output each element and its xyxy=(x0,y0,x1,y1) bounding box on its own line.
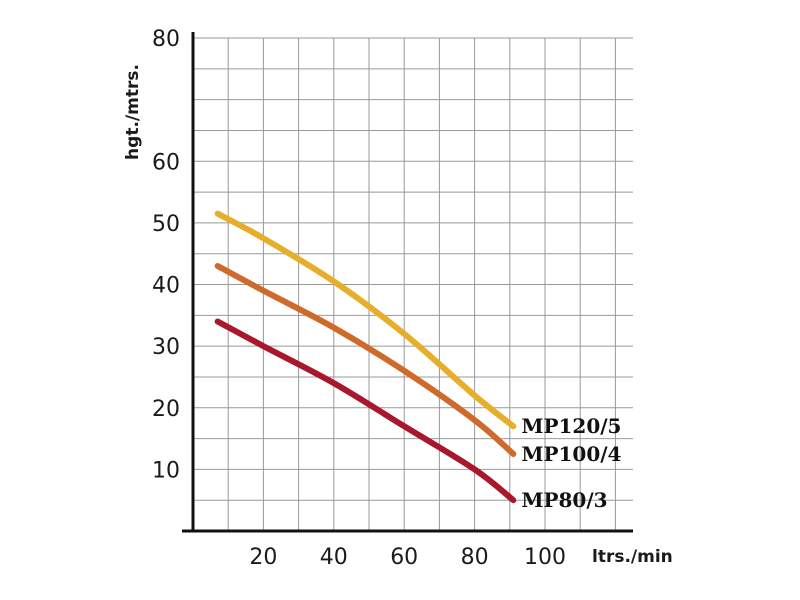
series-labels: MP120/5 MP100/4 MP80/3 xyxy=(521,414,621,512)
y-tick-label: 20 xyxy=(152,397,180,422)
curve-mp120-5 xyxy=(214,210,517,430)
x-axis-title: ltrs./min xyxy=(592,547,673,567)
y-axis-title: hgt./mtrs. xyxy=(123,64,143,160)
y-axis-ticks: 10 20 30 40 50 60 80 xyxy=(152,27,180,483)
x-tick-label: 20 xyxy=(249,545,277,570)
x-tick-label: 100 xyxy=(524,545,566,570)
series-label: MP120/5 xyxy=(521,414,621,438)
y-tick-label: 40 xyxy=(152,274,180,299)
x-tick-label: 40 xyxy=(320,545,348,570)
curve-mp100-4 xyxy=(214,263,517,457)
y-tick-label: 50 xyxy=(152,212,180,237)
y-tick-label: 30 xyxy=(152,335,180,360)
series-curves xyxy=(214,210,517,504)
x-tick-label: 60 xyxy=(390,545,418,570)
series-label: MP80/3 xyxy=(521,488,607,512)
series-label: MP100/4 xyxy=(521,442,621,466)
curve-mp80-3 xyxy=(214,318,517,504)
x-axis-ticks: 20 40 60 80 100 xyxy=(249,545,566,570)
x-tick-label: 80 xyxy=(461,545,489,570)
y-tick-label: 60 xyxy=(152,150,180,175)
axes xyxy=(182,32,633,533)
grid xyxy=(193,37,633,531)
y-tick-label: 80 xyxy=(152,27,180,52)
y-tick-label: 10 xyxy=(152,458,180,483)
